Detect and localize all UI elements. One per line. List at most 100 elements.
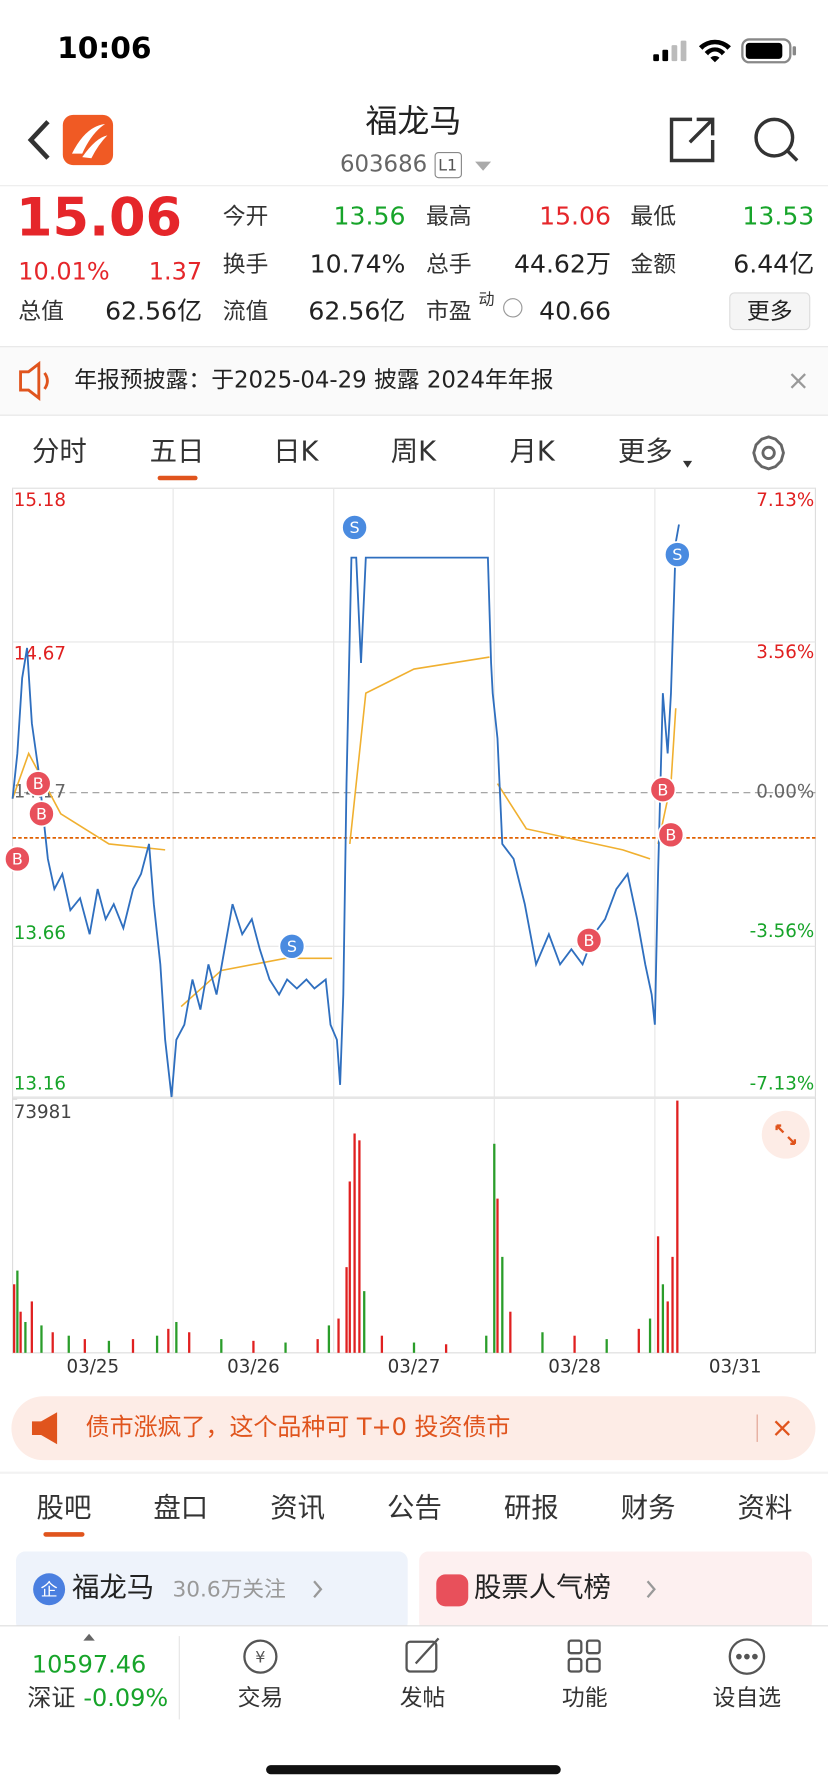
x-tick-label: 03/27 [388,1357,441,1378]
card-arrow [646,1580,656,1598]
period-tab[interactable]: 周K [391,436,437,467]
volume-bar [363,1291,366,1353]
more-label[interactable]: 更多 [747,299,793,325]
y-tick-label: 14.67 [14,644,66,665]
tab-underline [157,475,198,481]
trade-marker-label: B [33,774,44,793]
action-label[interactable]: 设自选 [713,1685,782,1711]
close-notice[interactable] [790,373,806,389]
rank-title[interactable]: 股票人气榜 [474,1573,611,1604]
section-underline [43,1532,85,1537]
trade-marker [24,770,52,798]
volume-bar [348,1181,351,1353]
volume-bar [509,1311,512,1353]
search-button[interactable] [754,117,799,162]
quote-fields: 今开 13.56 最高 15.06 最低 13.53 换手 10.74% 总手 44.62万 金额 6… [18,202,814,326]
change: 1.37 [149,257,202,285]
period-tab[interactable]: 五日 [150,436,205,467]
section-tab[interactable]: 股吧 [37,1493,92,1524]
action-label[interactable]: 发帖 [400,1685,446,1711]
volume-bar [496,1198,499,1353]
x-tick-label: 03/31 [709,1357,762,1378]
index-name[interactable]: 深证 [27,1684,75,1712]
card-arrow [313,1580,323,1598]
y-tick-label: 13.16 [14,1073,66,1094]
section-tab[interactable]: 资料 [738,1493,793,1524]
volume-bar [501,1256,504,1353]
index-value[interactable]: 10597.46 [32,1651,146,1679]
volume-bar [252,1340,255,1353]
trade-marker [278,932,306,960]
field-value: 13.53 [742,202,814,231]
volume-bar [107,1340,111,1353]
back-button[interactable] [27,120,50,160]
card-icon [33,1573,66,1606]
volume-bar [666,1301,669,1353]
y2-tick-label: 7.13% [756,490,814,511]
section-tab[interactable]: 公告 [387,1493,442,1524]
section-tab[interactable]: 资讯 [270,1493,325,1524]
period-tab[interactable]: 更多 [618,436,673,467]
volume-bar [337,1318,340,1353]
trade-marker-label: S [672,545,682,564]
trade-marker-label: S [287,937,297,956]
level-box [434,151,462,179]
section-tab[interactable]: 盘口 [153,1493,208,1524]
more-arrow[interactable] [682,460,693,468]
trade-marker [663,541,691,568]
y2-tick-label: -3.56% [750,921,815,942]
volume-bar [573,1335,576,1353]
dropdown-arrow[interactable] [475,161,492,171]
settings-button[interactable] [752,435,785,471]
trade-marker [575,926,603,954]
volume-bar [656,1236,660,1353]
index-change[interactable]: -0.09% [83,1684,168,1712]
period-tab[interactable]: 月K [510,436,556,467]
section-tab[interactable]: 研报 [504,1493,559,1524]
section-tab[interactable]: 财务 [621,1493,676,1524]
volume-bar [316,1339,319,1353]
notice-text[interactable]: 年报预披露：于2025-04-29 披露 2024年年报 [74,367,553,393]
volume-bar [648,1318,652,1353]
volume-bar [83,1339,86,1353]
volume-tick-label: 73981 [14,1102,72,1123]
ad-icon [31,1412,58,1445]
stock-card[interactable] [15,1551,408,1632]
field-value: 13.56 [334,202,406,231]
card-title[interactable]: 福龙马 [72,1573,154,1604]
trade-marker [649,776,677,804]
volume-bar [131,1339,135,1353]
card-icon-glyph: 企 [41,1580,58,1600]
index-arrow [83,1633,95,1641]
action-label[interactable]: 功能 [562,1685,608,1711]
trade-marker [28,800,55,828]
period-tab[interactable]: 日K [273,436,319,467]
x-tick-label: 03/26 [227,1357,280,1378]
field-value: 10.74% [310,250,406,279]
period-tab[interactable]: 分时 [32,436,87,467]
ad-text[interactable]: 债市涨疯了，这个品种可 T+0 投资债市 [86,1413,511,1441]
volume-bar [175,1321,178,1353]
ad-banner[interactable] [11,1396,816,1461]
field-value: 15.06 [539,202,611,231]
volume-bar [24,1321,27,1353]
share-button[interactable] [669,117,715,163]
volume-bar [671,1256,674,1353]
chart: 03/2503/2603/2703/2803/3115.1814.6714.17… [3,487,817,1378]
price-line [11,524,680,1098]
trade-marker [341,514,369,541]
close-ad[interactable] [774,1420,790,1436]
trade-marker-label: B [12,850,23,869]
level-label: L1 [438,156,457,175]
volume-bar [188,1332,191,1353]
volume-bar [676,1100,679,1353]
expand-button[interactable] [761,1110,810,1159]
rank-card[interactable] [419,1551,813,1632]
status-icons [653,38,797,64]
y2-tick-label: -7.13% [750,1073,815,1094]
more-button[interactable] [729,292,811,331]
pe-info-icon[interactable] [503,298,523,318]
volume-bar [167,1328,170,1353]
action-label[interactable]: 交易 [238,1685,284,1711]
